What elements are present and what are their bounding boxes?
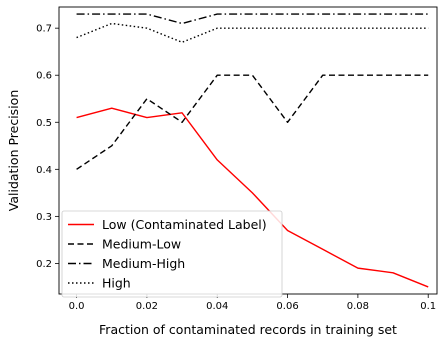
legend-label-3: High xyxy=(102,276,131,291)
x-tick-label: 0.02 xyxy=(136,301,158,312)
series-layer xyxy=(76,13,429,288)
legend-label-1: Medium-Low xyxy=(102,237,181,252)
y-tick-label: 0.6 xyxy=(36,71,52,82)
x-tick-label: 0.08 xyxy=(347,301,369,312)
series-line-1 xyxy=(76,74,429,170)
y-tick-label: 0.4 xyxy=(36,165,52,176)
x-tick-label: 0.0 xyxy=(69,301,85,312)
legend-label-0: Low (Contaminated Label) xyxy=(102,217,267,232)
x-axis-title: Fraction of contaminated records in trai… xyxy=(99,322,397,337)
legend: Low (Contaminated Label) Medium-Low Medium… xyxy=(61,210,283,298)
x-tick-label: 0.1 xyxy=(420,301,436,312)
legend-label-2: Medium-High xyxy=(102,256,185,271)
y-tick-label: 0.3 xyxy=(36,212,52,223)
y-tick-label: 0.2 xyxy=(36,259,52,270)
series-line-3 xyxy=(76,22,429,43)
series-line-2 xyxy=(76,13,429,25)
y-axis-title: Validation Precision xyxy=(6,90,21,211)
y-tick-label: 0.7 xyxy=(36,24,52,35)
x-tick-label: 0.06 xyxy=(276,301,298,312)
x-tick-label: 0.04 xyxy=(206,301,228,312)
y-tick-label: 0.5 xyxy=(36,118,52,129)
legend-items: Low (Contaminated Label) Medium-Low Medium… xyxy=(68,217,267,291)
legend-box xyxy=(61,210,283,298)
y-axis: 0.2 0.3 0.4 0.5 0.6 0.7 xyxy=(36,24,59,270)
